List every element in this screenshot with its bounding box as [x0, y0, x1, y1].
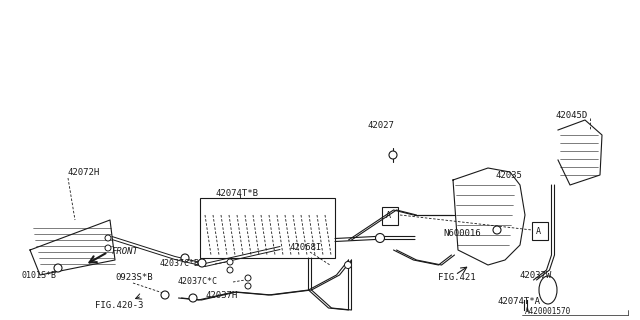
Text: 42074T*A: 42074T*A: [498, 298, 541, 307]
Circle shape: [181, 254, 189, 262]
Circle shape: [227, 259, 233, 265]
Circle shape: [376, 234, 385, 243]
Circle shape: [389, 151, 397, 159]
Bar: [532, 222, 548, 240]
Text: FRONT: FRONT: [112, 247, 139, 257]
Text: N600016: N600016: [443, 229, 481, 238]
Text: FIG.421: FIG.421: [438, 274, 476, 283]
Text: 42037C*B: 42037C*B: [160, 260, 200, 268]
Text: 42035: 42035: [495, 171, 522, 180]
Text: 42074T*B: 42074T*B: [215, 188, 258, 197]
Circle shape: [493, 226, 501, 234]
Text: A: A: [386, 212, 391, 220]
Text: 0923S*B: 0923S*B: [115, 274, 152, 283]
Text: 0101S*B: 0101S*B: [22, 270, 57, 279]
Bar: [200, 198, 335, 258]
Circle shape: [344, 261, 351, 268]
Text: 42037H: 42037H: [205, 292, 237, 300]
Text: FIG.420-3: FIG.420-3: [95, 300, 143, 309]
Circle shape: [105, 245, 111, 251]
Text: A420001570: A420001570: [525, 308, 572, 316]
Text: 42037C*C: 42037C*C: [178, 277, 218, 286]
Circle shape: [245, 275, 251, 281]
Circle shape: [54, 264, 62, 272]
Text: 42045D: 42045D: [555, 110, 588, 119]
Text: 42027: 42027: [368, 121, 395, 130]
Circle shape: [245, 283, 251, 289]
Circle shape: [105, 235, 111, 241]
Circle shape: [198, 259, 206, 267]
Text: 42068I: 42068I: [290, 244, 323, 252]
Bar: [382, 207, 398, 225]
Circle shape: [161, 291, 169, 299]
Circle shape: [189, 294, 197, 302]
Text: 42037W: 42037W: [520, 271, 552, 281]
Text: A: A: [536, 227, 541, 236]
Text: 42072H: 42072H: [68, 167, 100, 177]
Circle shape: [227, 267, 233, 273]
